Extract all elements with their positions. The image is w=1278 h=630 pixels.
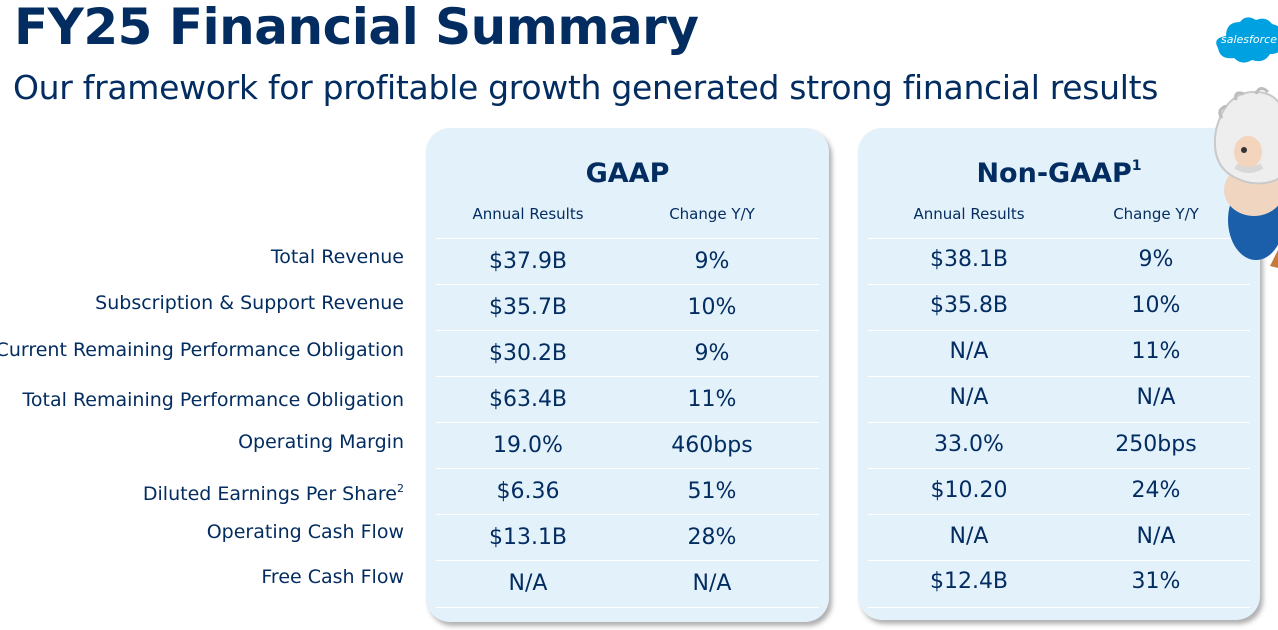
nongaap-annual-cell: $38.1B <box>929 247 1009 272</box>
gaap-annual-cell: N/A <box>508 571 548 596</box>
nongaap-change-cell: 11% <box>1131 339 1181 364</box>
gaap-col-annual: Annual Results <box>472 205 584 223</box>
einstein-mascot-icon <box>1214 87 1278 268</box>
nongaap-change-cell: 9% <box>1138 247 1174 272</box>
gaap-change-cell: 460bps <box>671 433 753 458</box>
divider <box>868 284 1250 285</box>
gaap-change-cell: 10% <box>687 295 737 320</box>
divider <box>868 376 1250 377</box>
divider <box>436 284 819 285</box>
nongaap-change-cell: N/A <box>1136 524 1176 549</box>
gaap-change-cell: 11% <box>687 387 737 412</box>
nongaap-annual-cell: $35.8B <box>929 293 1009 318</box>
gaap-annual-cell: $13.1B <box>488 525 568 550</box>
gaap-annual-cell: $6.36 <box>496 479 560 504</box>
nongaap-change-cell: 31% <box>1131 569 1181 594</box>
footnote-1: 1 <box>1131 158 1142 174</box>
gaap-change-cell: 51% <box>687 479 737 504</box>
divider <box>436 468 819 469</box>
divider <box>436 376 819 377</box>
gaap-annual-cell: $35.7B <box>488 295 568 320</box>
divider <box>436 238 819 239</box>
gaap-annual-cell: 19.0% <box>493 433 563 458</box>
page-title: FY25 Financial Summary <box>14 0 699 56</box>
gaap-title: GAAP <box>585 158 670 189</box>
metric-label-current-rpo: Current Remaining Performance Obligation <box>0 339 404 361</box>
divider <box>868 607 1250 608</box>
nongaap-title: Non-GAAP1 <box>976 158 1142 189</box>
nongaap-col-change: Change Y/Y <box>1113 205 1199 223</box>
divider <box>436 422 819 423</box>
metric-label-total-rpo: Total Remaining Performance Obligation <box>22 389 404 411</box>
nongaap-change-cell: 10% <box>1131 293 1181 318</box>
nongaap-annual-cell: 33.0% <box>934 432 1004 457</box>
nongaap-annual-cell: $12.4B <box>929 569 1009 594</box>
divider <box>868 560 1250 561</box>
salesforce-logo-text: salesforce <box>1221 33 1277 46</box>
nongaap-annual-cell: N/A <box>949 339 989 364</box>
gaap-change-cell: N/A <box>692 571 732 596</box>
gaap-annual-cell: $30.2B <box>488 341 568 366</box>
metric-label-subscription-revenue: Subscription & Support Revenue <box>95 292 404 314</box>
nongaap-change-cell: 250bps <box>1115 432 1197 457</box>
metric-label-operating-cash-flow: Operating Cash Flow <box>206 521 404 543</box>
gaap-col-change: Change Y/Y <box>669 205 755 223</box>
nongaap-annual-cell: $10.20 <box>930 478 1008 503</box>
divider <box>868 468 1250 469</box>
metric-label-diluted-eps: Diluted Earnings Per Share2 <box>142 482 404 505</box>
nongaap-change-cell: 24% <box>1131 478 1181 503</box>
nongaap-card: Non-GAAP1 Annual Results Change Y/Y $38.… <box>858 128 1260 620</box>
page-subtitle: Our framework for profitable growth gene… <box>13 68 1159 107</box>
metric-label-total-revenue: Total Revenue <box>270 246 404 268</box>
gaap-card: GAAP Annual Results Change Y/Y $37.9B 9%… <box>426 128 829 622</box>
nongaap-annual-cell: N/A <box>949 524 989 549</box>
divider <box>868 330 1250 331</box>
divider <box>868 422 1250 423</box>
divider <box>436 560 819 561</box>
divider <box>436 607 819 608</box>
salesforce-logo <box>1216 17 1278 63</box>
gaap-annual-cell: $37.9B <box>488 249 568 274</box>
gaap-change-cell: 9% <box>694 249 730 274</box>
nongaap-col-annual: Annual Results <box>913 205 1025 223</box>
nongaap-change-cell: N/A <box>1136 385 1176 410</box>
metric-label-free-cash-flow: Free Cash Flow <box>261 566 404 588</box>
divider <box>436 514 819 515</box>
metric-label-operating-margin: Operating Margin <box>238 431 404 453</box>
gaap-annual-cell: $63.4B <box>488 387 568 412</box>
gaap-change-cell: 9% <box>694 341 730 366</box>
gaap-change-cell: 28% <box>687 525 737 550</box>
divider <box>868 514 1250 515</box>
divider <box>868 238 1250 239</box>
divider <box>436 330 819 331</box>
nongaap-annual-cell: N/A <box>949 385 989 410</box>
footnote-2: 2 <box>397 482 404 495</box>
